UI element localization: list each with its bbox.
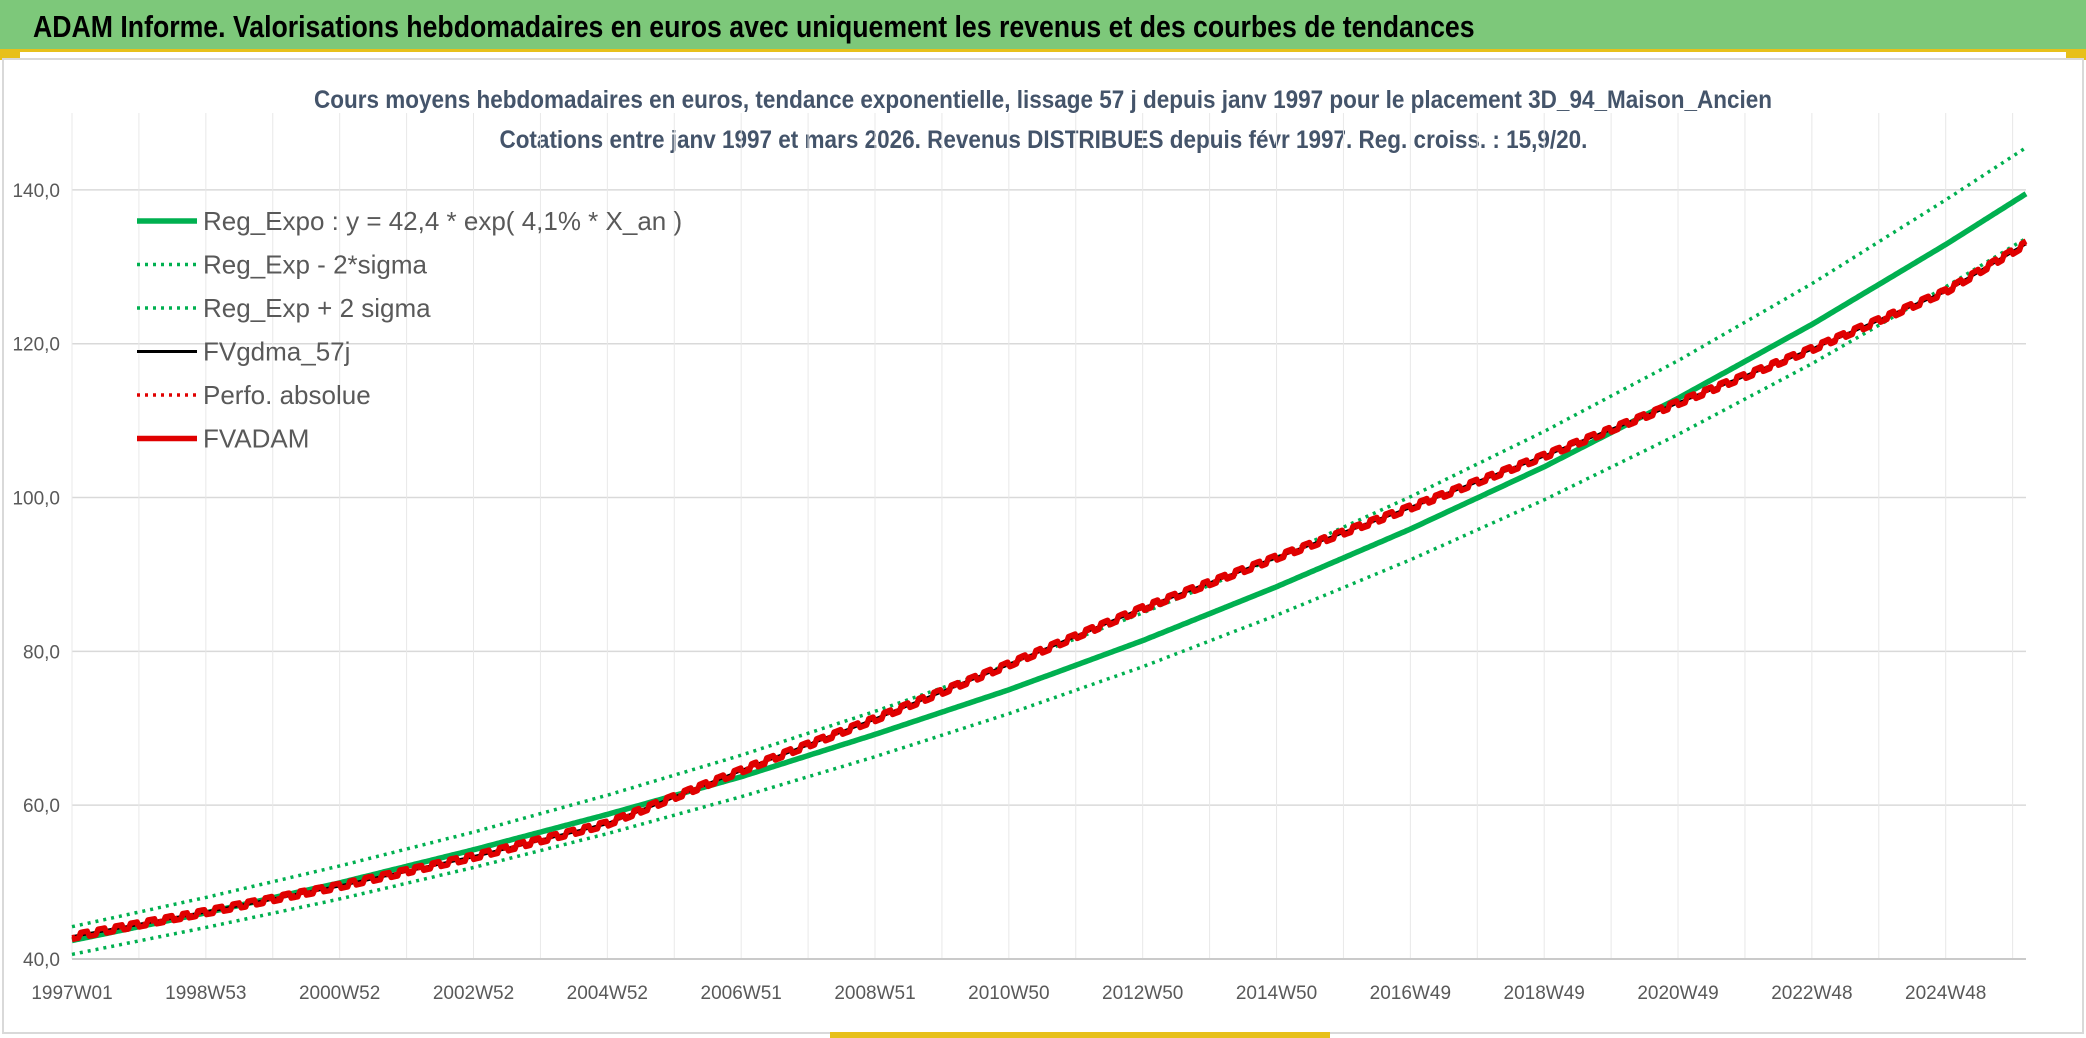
x-tick-label: 2004W52	[567, 983, 648, 1004]
x-tick-label: 2022W48	[1771, 983, 1852, 1004]
chart-title: Cours moyens hebdomadaires en euros, ten…	[313, 86, 1773, 114]
x-tick-label: 2008W51	[834, 983, 915, 1004]
legend-label: FVgdma_57j	[203, 337, 350, 367]
legend: Reg_Expo : y = 42,4 * exp( 4,1% * X_an )…	[137, 206, 682, 454]
y-tick-label: 80,0	[23, 642, 60, 663]
legend-label: Perfo. absolue	[203, 380, 371, 410]
legend-label: Reg_Expo : y = 42,4 * exp( 4,1% * X_an )	[203, 206, 682, 236]
series-line-5	[71, 238, 2028, 943]
x-tick-label: 2024W48	[1905, 983, 1986, 1004]
x-tick-label: 1998W53	[165, 983, 246, 1004]
header-banner: ADAM Informe. Valorisations hebdomadaire…	[0, 0, 2086, 52]
legend-label: Reg_Exp - 2*sigma	[203, 250, 428, 280]
y-tick-label: 120,0	[12, 335, 60, 356]
axes: 40,0 60,0 80,0 100,0 120,0 140,0 1997W01 1998W5…	[12, 181, 2026, 1004]
x-tick-label: 2006W51	[701, 983, 782, 1004]
x-tick-label: 2018W49	[1504, 983, 1585, 1004]
x-tick-label: 2012W50	[1102, 983, 1183, 1004]
series-lines	[71, 146, 2028, 957]
chart-subtitle: Cotations entre janv 1997 et mars 2026. …	[499, 126, 1587, 154]
y-tick-label: 60,0	[23, 796, 60, 817]
legend-label: Reg_Exp + 2 sigma	[203, 293, 431, 323]
x-tick-label: 2002W52	[433, 983, 514, 1004]
corner-accent-right	[2066, 52, 2086, 60]
y-tick-label: 40,0	[23, 950, 60, 971]
series-line-4	[71, 242, 2027, 939]
y-tick-label: 140,0	[12, 181, 60, 202]
grid-lines	[71, 113, 2026, 960]
x-tick-label: 2016W49	[1370, 983, 1451, 1004]
bottom-accent	[830, 1032, 1330, 1038]
page-title: ADAM Informe. Valorisations hebdomadaire…	[33, 9, 1475, 44]
x-tick-label: 1997W01	[31, 983, 112, 1004]
series-line-3	[71, 242, 2027, 939]
x-tick-label: 2014W50	[1236, 983, 1317, 1004]
series-line-1	[71, 236, 2027, 957]
y-tick-label: 100,0	[12, 489, 60, 510]
x-tick-label: 2000W52	[299, 983, 380, 1004]
legend-label: FVADAM	[203, 424, 309, 454]
x-tick-label: 2010W50	[968, 983, 1049, 1004]
corner-accent-left	[0, 52, 20, 60]
x-tick-label: 2020W49	[1637, 983, 1718, 1004]
